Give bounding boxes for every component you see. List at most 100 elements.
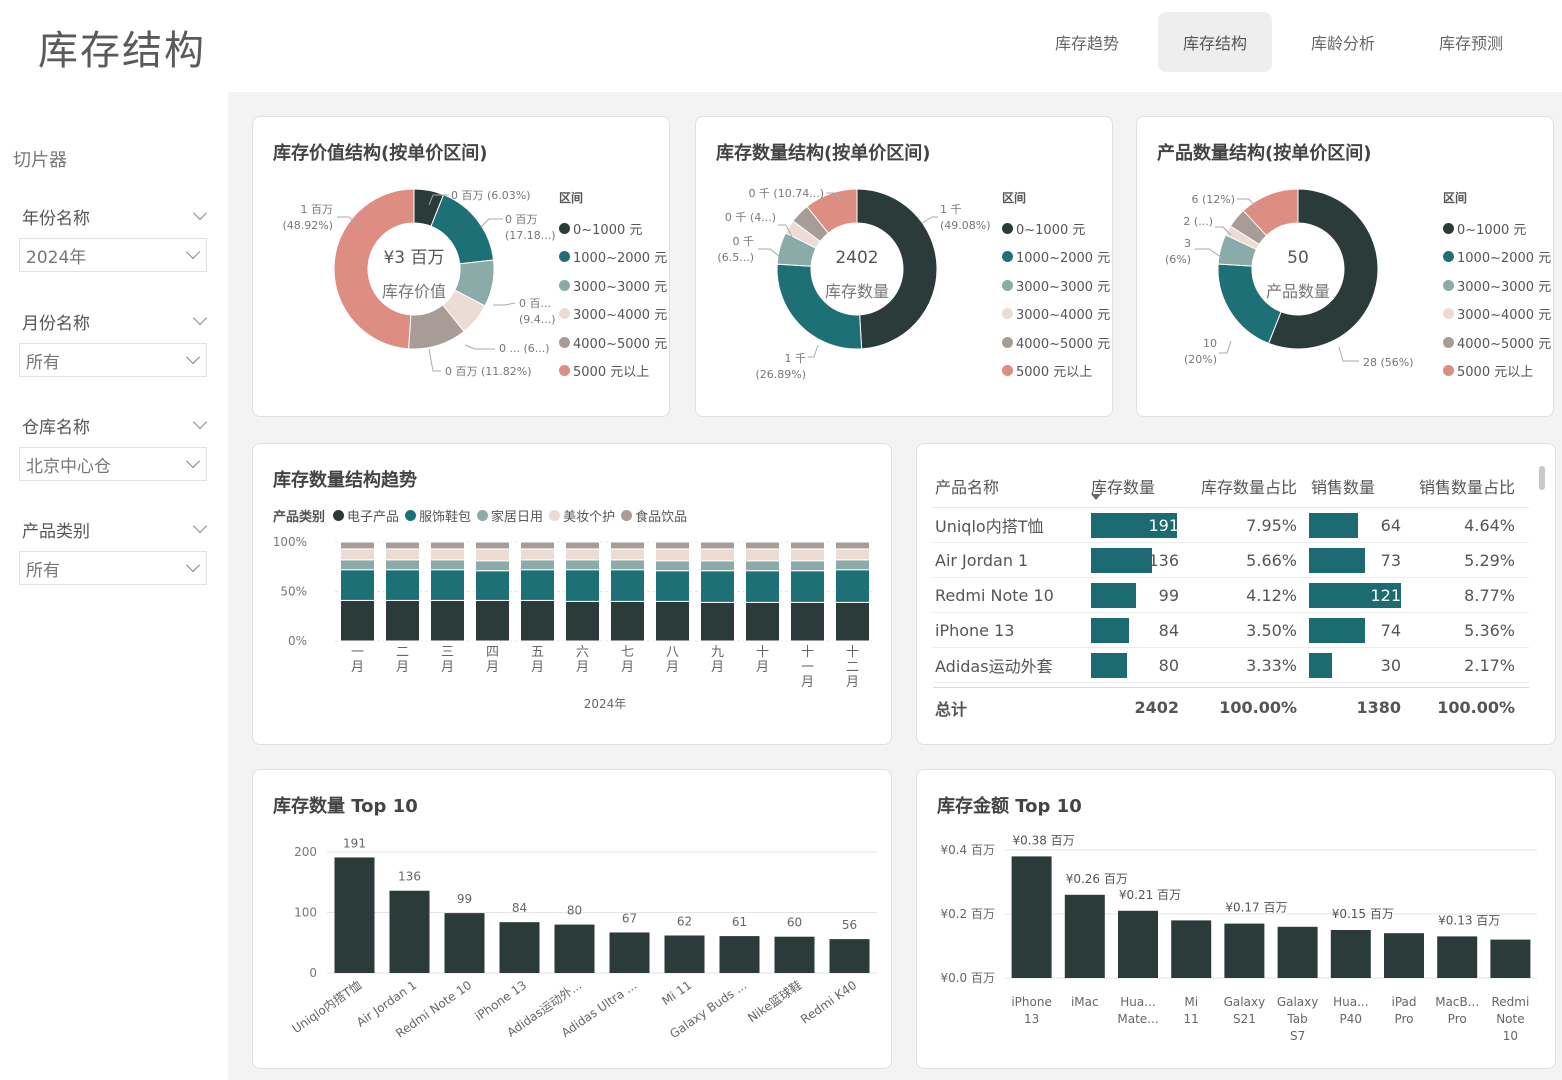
stacked-bar-segment[interactable] xyxy=(340,569,375,601)
legend-item[interactable]: 1000~2000 元 xyxy=(1443,243,1551,272)
legend-item[interactable]: 4000~5000 元 xyxy=(1002,328,1110,357)
legend-item[interactable]: 3000~4000 元 xyxy=(1443,300,1551,329)
bar[interactable] xyxy=(1224,923,1265,978)
col-header-product[interactable]: 产品名称 xyxy=(935,477,1000,497)
stacked-bar-segment[interactable] xyxy=(475,541,510,550)
chevron-down-icon[interactable] xyxy=(192,205,208,221)
stacked-bar-segment[interactable] xyxy=(700,570,735,603)
stacked-bar-segment[interactable] xyxy=(340,599,375,642)
stacked-bar-segment[interactable] xyxy=(385,541,420,550)
stacked-bar-segment[interactable] xyxy=(700,548,735,562)
table-scrollbar[interactable] xyxy=(1539,466,1545,490)
stacked-bar-segment[interactable] xyxy=(790,601,825,642)
stacked-bar-segment[interactable] xyxy=(340,541,375,550)
legend-item[interactable]: 服饰鞋包 xyxy=(405,506,471,525)
donut-slice[interactable] xyxy=(1242,188,1299,237)
stacked-bar-segment[interactable] xyxy=(655,548,690,562)
stacked-bar-segment[interactable] xyxy=(610,600,645,642)
warehouse-dropdown[interactable]: 北京中心仓 xyxy=(19,447,207,481)
tab-inventory-structure[interactable]: 库存结构 xyxy=(1158,12,1272,72)
col-header-sales-pct[interactable]: 销售数量占比 xyxy=(1418,477,1515,497)
table-row[interactable]: Adidas运动外套 80 3.33% 30 2.17% xyxy=(933,648,1529,683)
bar[interactable] xyxy=(664,935,705,973)
col-header-sales[interactable]: 销售数量 xyxy=(1311,477,1376,497)
bar[interactable] xyxy=(554,924,595,973)
legend-item[interactable]: 5000 元以上 xyxy=(1002,357,1110,386)
legend-item[interactable]: 4000~5000 元 xyxy=(1443,328,1551,357)
bar[interactable] xyxy=(1330,930,1371,978)
bar[interactable] xyxy=(1011,856,1052,978)
stacked-bar-segment[interactable] xyxy=(340,559,375,571)
col-header-qty[interactable]: 库存数量 xyxy=(1091,464,1181,507)
chevron-down-icon[interactable] xyxy=(192,310,208,326)
stacked-bar-segment[interactable] xyxy=(790,570,825,603)
stacked-bar-segment[interactable] xyxy=(565,600,600,642)
legend-item[interactable]: 3000~4000 元 xyxy=(559,300,667,329)
legend-item[interactable]: 电子产品 xyxy=(333,506,399,525)
legend-item[interactable]: 3000~4000 元 xyxy=(1002,300,1110,329)
slicer-warehouse-header[interactable]: 仓库名称 xyxy=(19,413,208,438)
stacked-bar-segment[interactable] xyxy=(385,559,420,571)
stacked-bar-segment[interactable] xyxy=(565,569,600,602)
tab-inventory-trend[interactable]: 库存趋势 xyxy=(1054,34,1119,53)
stacked-bar-segment[interactable] xyxy=(700,601,735,642)
chevron-down-icon[interactable] xyxy=(192,414,208,430)
legend-item[interactable]: 3000~3000 元 xyxy=(1002,271,1110,300)
category-dropdown[interactable]: 所有 xyxy=(19,551,207,585)
stacked-bar-segment[interactable] xyxy=(565,548,600,561)
stacked-bar-segment[interactable] xyxy=(835,559,870,571)
legend-item[interactable]: 1000~2000 元 xyxy=(559,243,667,272)
donut-slice[interactable] xyxy=(806,188,858,234)
bar[interactable] xyxy=(774,936,815,973)
legend-item[interactable]: 4000~5000 元 xyxy=(559,328,667,357)
stacked-bar-segment[interactable] xyxy=(475,599,510,642)
legend-item[interactable]: 3000~3000 元 xyxy=(1443,271,1551,300)
stacked-bar-segment[interactable] xyxy=(520,569,555,601)
bar[interactable] xyxy=(499,922,540,973)
bar[interactable] xyxy=(1277,926,1318,978)
legend-item[interactable]: 0~1000 元 xyxy=(559,214,667,243)
legend-item[interactable]: 1000~2000 元 xyxy=(1002,243,1110,272)
stacked-bar-segment[interactable] xyxy=(475,570,510,601)
legend-item[interactable]: 5000 元以上 xyxy=(559,357,667,386)
stacked-bar-segment[interactable] xyxy=(475,548,510,562)
donut-slice[interactable] xyxy=(856,188,938,350)
stacked-bar-segment[interactable] xyxy=(430,541,465,550)
stacked-bar-segment[interactable] xyxy=(745,570,780,603)
tab-inventory-forecast[interactable]: 库存预测 xyxy=(1438,34,1503,53)
legend-item[interactable]: 0~1000 元 xyxy=(1002,214,1110,243)
stacked-bar-segment[interactable] xyxy=(430,548,465,561)
bar[interactable] xyxy=(1118,910,1158,978)
stacked-bar-segment[interactable] xyxy=(430,599,465,642)
col-header-qty-pct[interactable]: 库存数量占比 xyxy=(1200,477,1297,497)
stacked-bar-segment[interactable] xyxy=(790,560,825,572)
stacked-bar-segment[interactable] xyxy=(475,560,510,572)
stacked-bar-segment[interactable] xyxy=(700,560,735,572)
legend-item[interactable]: 美妆个护 xyxy=(549,506,615,525)
year-dropdown[interactable]: 2024年 xyxy=(19,238,207,272)
tab-aging-analysis[interactable]: 库龄分析 xyxy=(1310,34,1375,53)
legend-item[interactable]: 食品饮品 xyxy=(621,506,687,525)
stacked-bar-segment[interactable] xyxy=(430,559,465,571)
stacked-bar-segment[interactable] xyxy=(385,599,420,642)
stacked-bar-segment[interactable] xyxy=(700,541,735,550)
donut-slice[interactable] xyxy=(776,263,863,350)
stacked-bar-segment[interactable] xyxy=(565,541,600,550)
stacked-bar-segment[interactable] xyxy=(610,559,645,571)
stacked-bar-segment[interactable] xyxy=(520,541,555,550)
donut-chart-product[interactable]: 50 产品数量 28 (56%) 10 (20%) 3 (6%) 2 (...) 6 (12%) xyxy=(1137,117,1555,418)
stacked-bar-segment[interactable] xyxy=(835,541,870,550)
stacked-bar-segment[interactable] xyxy=(385,548,420,561)
legend-item[interactable]: 3000~3000 元 xyxy=(559,271,667,300)
donut-slice[interactable] xyxy=(1267,188,1379,350)
stacked-bar-segment[interactable] xyxy=(610,548,645,561)
stacked-bar-segment[interactable] xyxy=(610,541,645,550)
stacked-bar-segment[interactable] xyxy=(835,601,870,642)
bar[interactable] xyxy=(334,857,375,973)
bar[interactable] xyxy=(719,936,760,973)
month-dropdown[interactable]: 所有 xyxy=(19,343,207,377)
stacked-bar-segment[interactable] xyxy=(790,541,825,550)
table-row[interactable]: Uniqlo内搭T恤 191 7.95% 64 4.64% xyxy=(933,508,1529,543)
donut-slice[interactable] xyxy=(1217,263,1282,345)
